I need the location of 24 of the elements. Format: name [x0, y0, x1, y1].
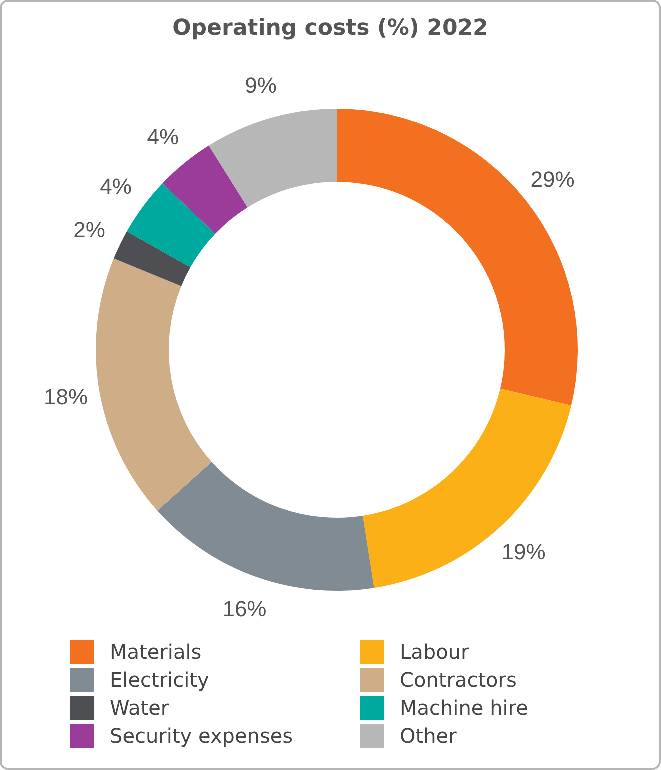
legend-label: Security expenses: [110, 724, 294, 748]
legend-label: Electricity: [110, 668, 210, 692]
legend-label: Water: [110, 696, 170, 720]
donut-slice: [162, 146, 248, 234]
legend-label: Labour: [400, 640, 470, 664]
chart-title: Operating costs (%) 2022: [172, 16, 490, 41]
data-label: 4%: [100, 174, 132, 199]
data-label: 4%: [147, 124, 180, 150]
legend-label: Other: [400, 724, 457, 748]
donut-slice: [209, 109, 337, 208]
legend-label: Materials: [110, 640, 202, 664]
legend-label: Contractors: [400, 668, 517, 692]
data-label: 2%: [74, 218, 106, 243]
data-label: 19%: [502, 539, 546, 564]
data-label: 16%: [222, 596, 267, 622]
data-label: 18%: [44, 384, 88, 410]
donut-slice: [158, 462, 374, 591]
donut-slice: [337, 109, 578, 406]
data-label: 29%: [530, 166, 575, 192]
donut-slice: [114, 232, 191, 286]
donut-slice: [363, 388, 572, 588]
legend-label: Machine hire: [400, 696, 528, 720]
data-label: 9%: [245, 73, 277, 98]
donut-slice: [96, 258, 212, 511]
